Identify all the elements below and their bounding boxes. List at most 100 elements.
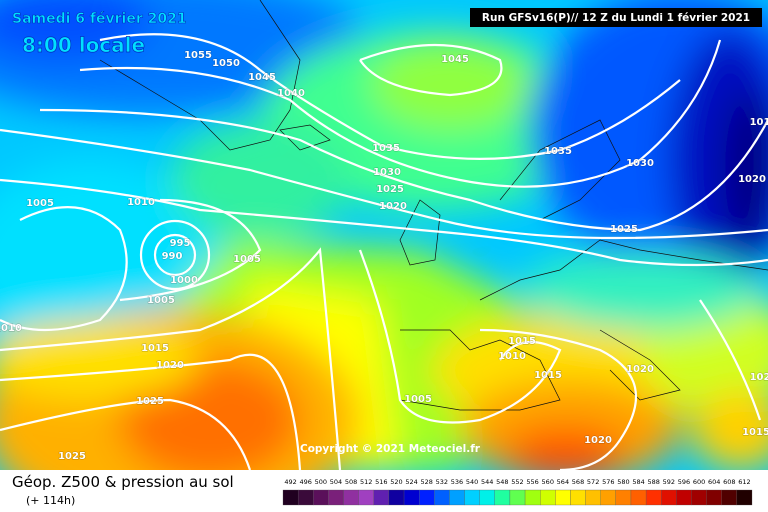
copyright: Copyright © 2021 Meteociel.fr: [300, 443, 481, 455]
scale-label: 608: [723, 478, 735, 486]
scale-swatch: [282, 489, 299, 506]
scale-label: 572: [587, 478, 599, 486]
isobar-label: 1025: [136, 396, 164, 407]
scale-label: 540: [466, 478, 478, 486]
scale-swatch: [313, 489, 329, 506]
scale-label: 496: [299, 478, 311, 486]
scale-swatch: [721, 489, 738, 506]
run-info: Run GFSv16(P)// 12 Z du Lundi 1 février …: [482, 12, 750, 24]
isobar-label: 1015: [141, 343, 169, 354]
scale-swatch: [585, 489, 601, 506]
scale-label: 576: [602, 478, 614, 486]
scale-label: 504: [330, 478, 342, 486]
isobar-label: 1020: [156, 360, 184, 371]
scale-label: 592: [663, 478, 675, 486]
isobar-label: 1005: [147, 295, 175, 306]
date: Samedi 6 février 2021: [12, 11, 187, 27]
isobar-label: 1045: [248, 72, 276, 83]
scale-label: 536: [451, 478, 463, 486]
isobar-label: 1045: [441, 54, 469, 65]
scale-swatch: [328, 489, 344, 506]
isobar-label: 1025: [610, 224, 638, 235]
scale-label: 560: [542, 478, 554, 486]
scale-swatch: [297, 489, 314, 506]
scale-swatch: [615, 489, 632, 506]
scale-label: 556: [526, 478, 538, 486]
scale-swatch: [403, 489, 420, 506]
scale-swatch: [449, 489, 465, 506]
scale-label: 492: [284, 478, 296, 486]
scale-label: 520: [390, 478, 402, 486]
scale-label: 588: [647, 478, 659, 486]
isobars: [0, 33, 768, 470]
run-box: [470, 8, 762, 27]
scale-swatch: [691, 489, 707, 506]
scale-swatch: [419, 489, 435, 506]
scale-swatch: [464, 489, 480, 506]
scale-swatch: [524, 489, 541, 506]
time: 8:00 locale: [22, 33, 145, 57]
scale-swatch: [555, 489, 571, 506]
isobar-label: 1020: [584, 435, 612, 446]
scale-label: 552: [511, 478, 523, 486]
isobar-label: 1005: [404, 394, 432, 405]
scale-swatch: [706, 489, 722, 506]
scale-label: 528: [421, 478, 433, 486]
scale-label: 612: [738, 478, 750, 486]
scale-swatch: [509, 489, 526, 506]
scale-label: 524: [405, 478, 417, 486]
scale-swatch: [600, 489, 616, 506]
scale-label: 500: [315, 478, 327, 486]
isobar-label: 1030: [626, 158, 654, 169]
isobar-label: 1010: [0, 323, 22, 334]
scale-label: 512: [360, 478, 372, 486]
scale-label: 596: [678, 478, 690, 486]
isobar-label: 1055: [184, 50, 212, 61]
isobar-label: 1000: [170, 275, 198, 286]
scale-label: 568: [572, 478, 584, 486]
scale-swatch: [676, 489, 692, 506]
isobar-label: 1015: [742, 427, 768, 438]
scale-label: 532: [436, 478, 448, 486]
isobar-label: 990: [162, 251, 183, 262]
isobar-label: 1025: [376, 184, 404, 195]
scale-swatch: [358, 489, 374, 506]
scale-label: 516: [375, 478, 387, 486]
isobar-label: 1020: [626, 364, 654, 375]
scale-swatch: [479, 489, 495, 506]
footer-title: Géop. Z500 & pression au sol: [12, 473, 234, 491]
scale-label: 564: [557, 478, 569, 486]
footer-lead: (+ 114h): [26, 494, 75, 507]
isobar-label: 1015: [534, 370, 562, 381]
scale-swatch: [736, 489, 753, 506]
scale-label: 544: [481, 478, 493, 486]
isobar-label: 1005: [26, 198, 54, 209]
scale-swatch: [343, 489, 359, 506]
scale-label: 604: [708, 478, 720, 486]
isobar-label: 1010: [498, 351, 526, 362]
scale-swatch: [494, 489, 511, 506]
scale-swatch: [661, 489, 677, 506]
isobar-label: 1010: [127, 197, 155, 208]
scale-label: 584: [632, 478, 644, 486]
scale-swatch: [540, 489, 556, 506]
isobar-label: 102: [750, 372, 768, 383]
isobar-label: 101: [750, 117, 768, 128]
isobar-label: 1035: [372, 143, 400, 154]
scale-swatch: [570, 489, 586, 506]
scale-swatch: [388, 489, 405, 506]
isobar-label: 1035: [544, 146, 572, 157]
scale-label: 548: [496, 478, 508, 486]
isobar-label: 1050: [212, 58, 240, 69]
isobar-label: 1005: [233, 254, 261, 265]
scale-swatch: [630, 489, 647, 506]
color-scale: 492 496 500 504 508 512 516 520 524 528 532 536 540 5…: [282, 478, 753, 506]
scale-swatch: [373, 489, 390, 506]
isobar-label: 1025: [58, 451, 86, 462]
scale-label: 580: [617, 478, 629, 486]
isobar-label: 1030: [373, 167, 401, 178]
coastlines: [99, 0, 768, 411]
scale-label: 508: [345, 478, 357, 486]
